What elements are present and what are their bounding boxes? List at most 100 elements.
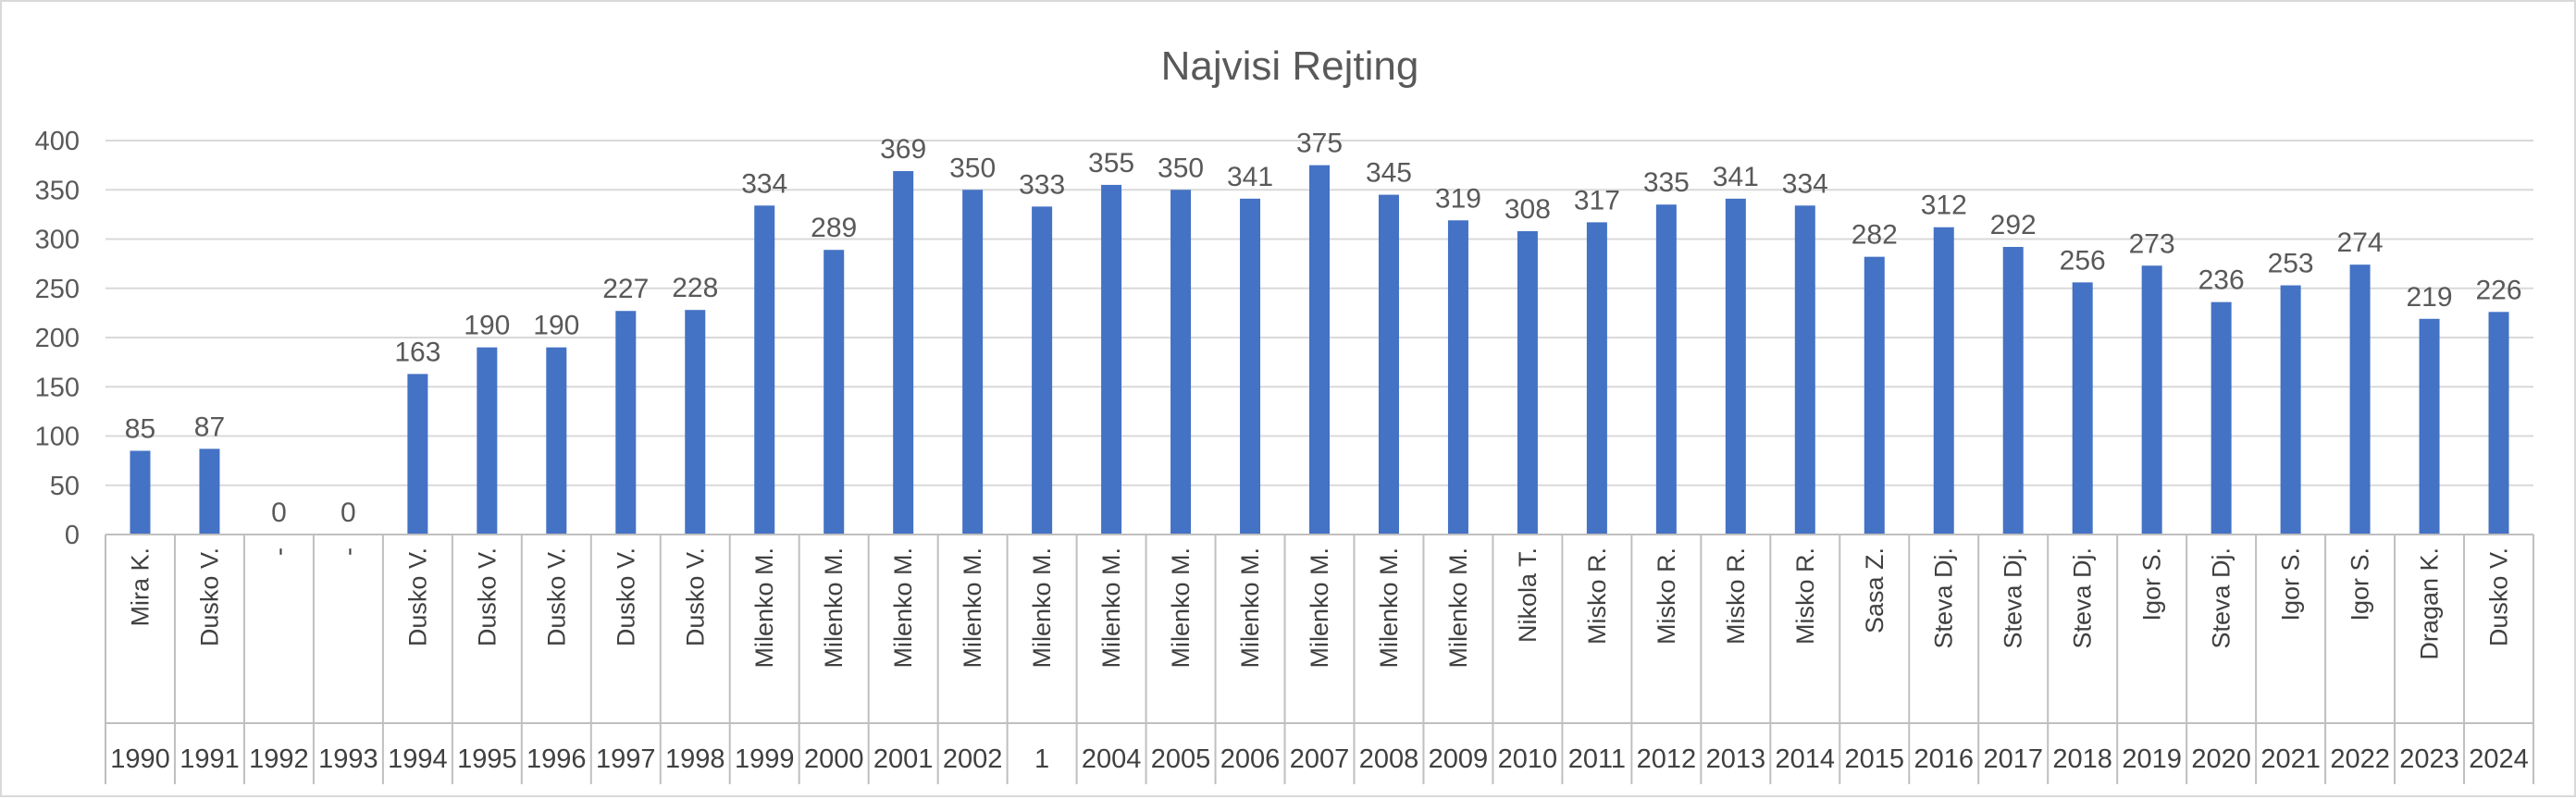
bar — [2002, 247, 2024, 535]
category-name-label: Dusko V. — [403, 547, 431, 646]
category-name-label: Dusko V. — [612, 547, 639, 646]
bar — [1170, 190, 1192, 535]
bar — [2349, 264, 2371, 535]
category-year-label: 1997 — [596, 744, 656, 774]
y-axis-ticks: 0 50 100 150 200 250 300 350 400 — [35, 127, 80, 550]
data-label: 355 — [1088, 148, 1134, 178]
category-name-label: Milenko M. — [1444, 547, 1472, 669]
category-year-label: 2018 — [2052, 744, 2112, 774]
data-label: 85 — [125, 413, 155, 444]
bar — [685, 310, 706, 535]
category-name-label: - — [334, 547, 362, 556]
category-name-label: Misko R. — [1583, 547, 1611, 645]
category-name-label: Misko R. — [1791, 547, 1819, 645]
y-tick-label: 350 — [35, 176, 80, 205]
category-year-label: 2014 — [1776, 744, 1836, 774]
category-name-label: Dusko V. — [542, 547, 570, 646]
bar — [407, 374, 428, 535]
bar — [962, 190, 984, 535]
bar — [1447, 220, 1468, 535]
data-label: 87 — [194, 412, 225, 442]
data-label: 312 — [1921, 191, 1967, 221]
data-label: 341 — [1713, 162, 1759, 192]
category-name-label: Milenko M. — [1097, 547, 1125, 669]
category-year-label: 2015 — [1845, 744, 1905, 774]
category-year-label: 2010 — [1498, 744, 1558, 774]
data-label: 335 — [1643, 167, 1690, 198]
bar — [1309, 165, 1330, 535]
chart-title: Najvisi Rejting — [1161, 43, 1419, 89]
category-year-label: 1991 — [180, 744, 240, 774]
category-year-label: 2020 — [2191, 744, 2251, 774]
category-name-label: Igor S. — [2277, 547, 2305, 621]
data-label: 219 — [2407, 282, 2453, 313]
bar — [2280, 285, 2301, 535]
y-tick-label: 400 — [35, 127, 80, 156]
data-label: 190 — [464, 311, 510, 341]
category-year-label: 1996 — [526, 744, 587, 774]
category-year-label: 2008 — [1359, 744, 1419, 774]
category-axis: Mira K. 1990 Dusko V. 1991 - 1992 - 1993 Dusko V… — [105, 534, 2534, 784]
bar — [1933, 227, 1954, 535]
category-year-label: 2022 — [2330, 744, 2390, 774]
data-label: 256 — [2060, 245, 2106, 276]
bar — [2141, 265, 2162, 535]
data-label: 282 — [1852, 220, 1898, 251]
data-label: 345 — [1366, 158, 1412, 189]
category-year-label: 1993 — [318, 744, 378, 774]
category-year-label: 2011 — [1568, 744, 1626, 774]
bar — [2488, 312, 2509, 535]
data-label: 0 — [271, 498, 287, 528]
bar — [1586, 222, 1607, 535]
category-name-label: Steva Dj. — [2208, 547, 2235, 649]
data-label: 163 — [394, 337, 440, 367]
data-label: 334 — [1782, 168, 1828, 199]
data-label: 375 — [1296, 129, 1343, 159]
bar — [893, 171, 914, 535]
category-year-label: 2004 — [1082, 744, 1142, 774]
bar — [1378, 194, 1399, 535]
y-tick-label: 50 — [50, 472, 80, 501]
category-year-label: 2002 — [943, 744, 1003, 774]
y-tick-label: 300 — [35, 226, 80, 255]
category-year-label: 2000 — [804, 744, 864, 774]
bar — [2072, 282, 2093, 535]
bar — [824, 250, 845, 535]
category-year-label: 1 — [1034, 744, 1049, 774]
category-name-label: Dusko V. — [473, 547, 501, 646]
category-year-label: 2024 — [2469, 744, 2529, 774]
bar — [1517, 230, 1538, 535]
category-year-label: 1995 — [457, 744, 517, 774]
bars — [130, 165, 2509, 535]
data-label: 236 — [2198, 265, 2245, 296]
bar — [1725, 198, 1746, 535]
data-label: 369 — [880, 134, 926, 165]
category-name-label: Misko R. — [1653, 547, 1680, 645]
category-year-label: 1990 — [110, 744, 170, 774]
category-name-label: Igor S. — [2138, 547, 2166, 621]
data-label: 274 — [2337, 227, 2384, 258]
data-label: 227 — [602, 274, 649, 304]
category-year-label: 2013 — [1706, 744, 1766, 774]
category-name-label: Misko R. — [1722, 547, 1750, 645]
category-year-label: 2006 — [1220, 744, 1281, 774]
bar — [130, 450, 151, 535]
bar — [477, 347, 498, 535]
category-year-label: 2009 — [1429, 744, 1489, 774]
category-name-label: Milenko M. — [1028, 547, 1056, 669]
category-name-label: Milenko M. — [750, 547, 778, 669]
data-label: 319 — [1435, 183, 1481, 214]
data-label: 334 — [741, 168, 787, 199]
bar — [199, 449, 220, 535]
data-labels: 85 87 0 0 163 190 190 227 228 334 289 369 350 333 355 3… — [125, 129, 2522, 528]
category-name-label: Milenko M. — [1306, 547, 1333, 669]
category-name-label: Milenko M. — [1236, 547, 1264, 669]
category-year-label: 2007 — [1290, 744, 1350, 774]
data-label: 226 — [2475, 275, 2521, 305]
category-year-label: 2023 — [2399, 744, 2459, 774]
category-year-label: 2016 — [1913, 744, 1974, 774]
category-year-label: 2001 — [873, 744, 934, 774]
data-label: 273 — [2129, 228, 2175, 259]
